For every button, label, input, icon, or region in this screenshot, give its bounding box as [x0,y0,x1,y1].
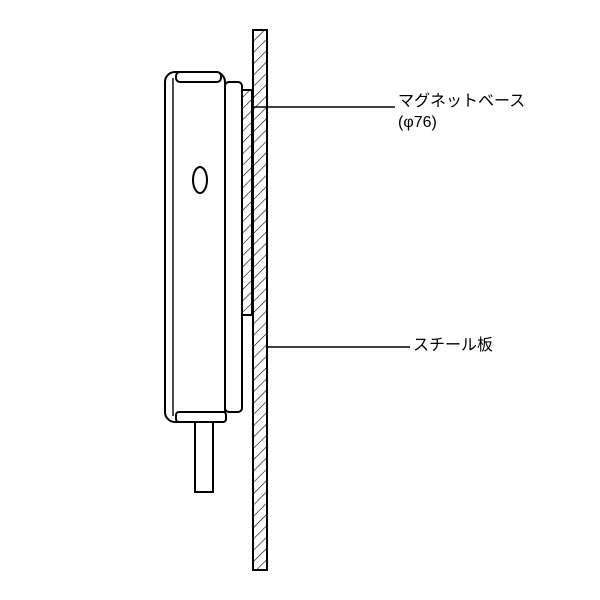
device-back-plate [225,82,242,412]
label-steel-plate-text: スチール板 [413,337,493,354]
device-body [165,72,225,422]
label-magnet-base: マグネットベース (φ76) [398,92,525,134]
magnet-base [242,90,252,315]
device-top-cap [176,72,221,82]
label-magnet-base-line2: (φ76) [398,114,437,131]
label-magnet-base-line1: マグネットベース [398,93,525,110]
device-button [193,167,207,193]
diagram-canvas [0,0,600,600]
steel-plate [253,30,267,570]
label-steel-plate: スチール板 [413,336,493,357]
device-bottom-step [176,412,226,422]
device-stem [195,422,213,492]
